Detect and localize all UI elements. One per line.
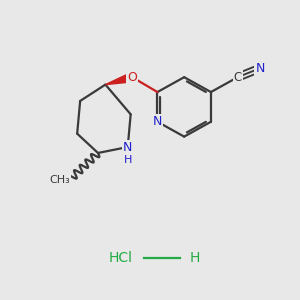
Text: H: H	[189, 251, 200, 266]
Text: N: N	[123, 140, 132, 154]
Text: N: N	[255, 62, 265, 75]
Polygon shape	[105, 73, 134, 85]
Text: CH₃: CH₃	[49, 175, 70, 185]
Text: O: O	[127, 71, 137, 84]
Text: H: H	[124, 154, 132, 164]
Text: C: C	[234, 71, 242, 84]
Text: N: N	[153, 115, 162, 128]
Text: HCl: HCl	[108, 251, 132, 266]
